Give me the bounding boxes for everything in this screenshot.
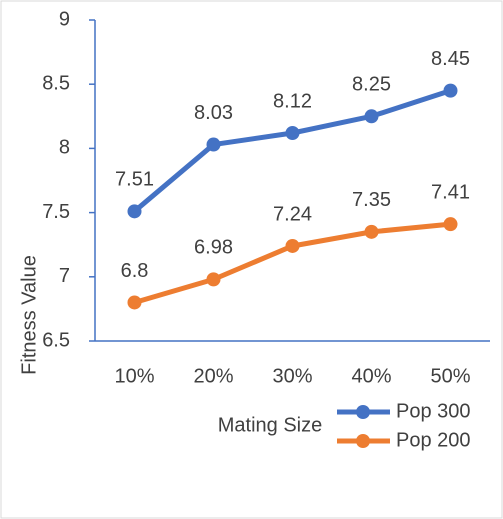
y-tick-label: 7.5 — [42, 201, 70, 223]
y-tick-label: 8.5 — [42, 72, 70, 94]
point — [127, 295, 142, 310]
legend-label: Pop 300 — [396, 400, 471, 422]
data-label: 8.45 — [431, 48, 470, 70]
x-tick-label: 10% — [114, 365, 154, 387]
data-label: 6.98 — [194, 237, 233, 259]
data-label: 6.8 — [121, 260, 149, 282]
point — [443, 83, 458, 98]
point — [127, 204, 142, 219]
y-tick-label: 9 — [59, 8, 70, 30]
legend-marker — [356, 434, 370, 448]
y-tick-label: 8 — [59, 137, 70, 159]
point — [285, 238, 300, 253]
x-tick-label: 30% — [272, 365, 312, 387]
legend-label: Pop 200 — [396, 429, 471, 451]
data-label: 7.24 — [273, 203, 312, 225]
data-label: 7.41 — [431, 181, 470, 203]
data-label: 8.12 — [273, 90, 312, 112]
point — [206, 272, 221, 287]
x-axis-title: Mating Size — [218, 414, 323, 436]
x-tick-label: 50% — [430, 365, 470, 387]
x-tick-label: 40% — [351, 365, 391, 387]
y-tick-label: 6.5 — [42, 329, 70, 351]
point — [206, 137, 221, 152]
data-label: 8.25 — [352, 74, 391, 96]
point — [285, 125, 300, 140]
y-axis-title: Fitness Value — [18, 255, 40, 375]
point — [364, 224, 379, 239]
data-label: 8.03 — [194, 102, 233, 124]
legend-marker — [356, 405, 370, 419]
data-label: 7.35 — [352, 189, 391, 211]
y-tick-label: 7 — [59, 265, 70, 287]
point — [364, 109, 379, 124]
point — [443, 217, 458, 232]
x-tick-label: 20% — [193, 365, 233, 387]
data-label: 7.51 — [115, 169, 154, 191]
